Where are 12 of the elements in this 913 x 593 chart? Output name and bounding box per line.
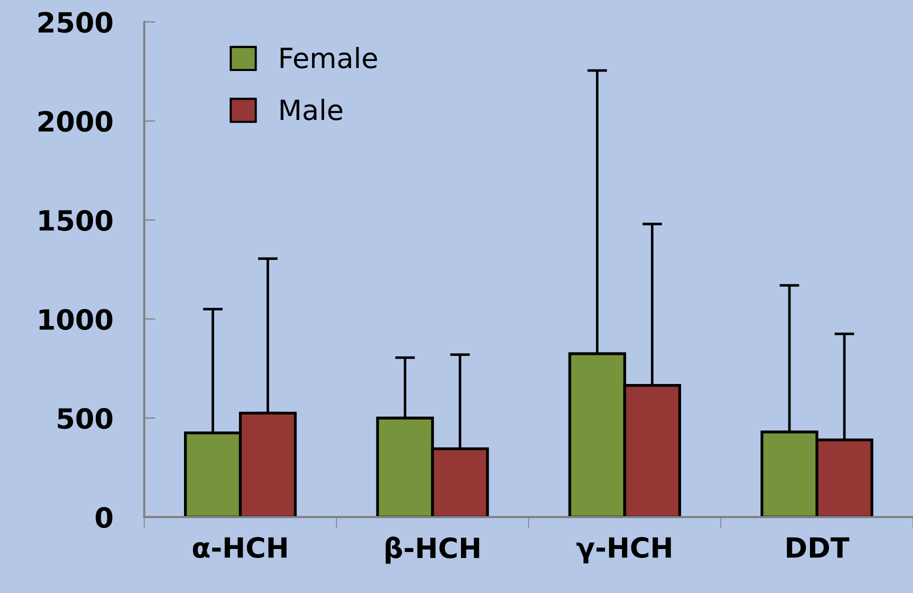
- y-tick-label: 1000: [40, 308, 112, 330]
- legend-label: Male: [280, 98, 342, 120]
- x-tick-label: γ-HCH: [576, 537, 671, 564]
- x-tick-label: β-HCH: [386, 536, 480, 564]
- y-tick-label: 0: [96, 507, 112, 528]
- y-tick-label: 500: [58, 408, 112, 430]
- x-tick-label: DDT: [786, 537, 850, 558]
- y-tick-label: 2500: [38, 12, 112, 33]
- y-tick-label: 1500: [40, 210, 112, 231]
- y-tick-label: 2000: [38, 110, 112, 132]
- legend-label: Female: [280, 46, 377, 68]
- x-tick-label: α-HCH: [192, 537, 287, 558]
